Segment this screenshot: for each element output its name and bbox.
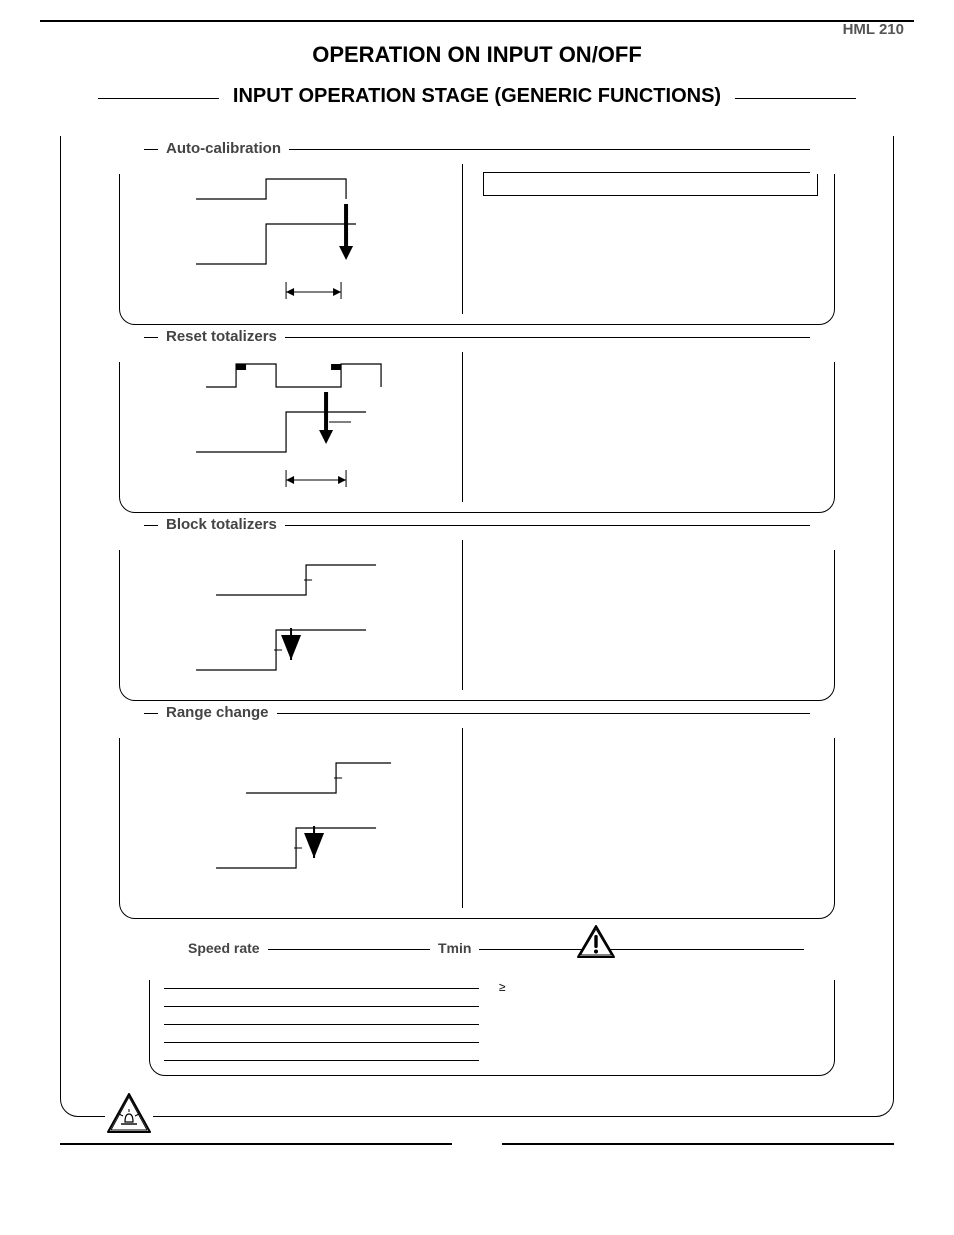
speed-frame: Speed rate Tmin ≥: [149, 949, 835, 1076]
timing-diagram: [130, 728, 463, 908]
warning-icon: [576, 924, 616, 960]
timing-diagram: [130, 164, 463, 314]
speed-label-left: Speed rate: [180, 940, 268, 956]
section-title: Auto-calibration: [158, 140, 289, 157]
footer-rules: [60, 1143, 894, 1145]
speed-note: ≥: [499, 970, 820, 1061]
speed-table: [164, 970, 479, 1061]
section-desc: [477, 728, 824, 908]
section-desc: [477, 164, 824, 314]
page-title: OPERATION ON INPUT ON/OFF: [40, 42, 914, 68]
page: HML 210 OPERATION ON INPUT ON/OFF INPUT …: [0, 0, 954, 1185]
timing-diagram: [130, 352, 463, 502]
section-range-change: Range change: [119, 713, 835, 919]
section-reset-totalizers: Reset totalizers: [119, 337, 835, 513]
section-auto-calibration: Auto-calibration: [119, 149, 835, 325]
section-block-totalizers: Block totalizers: [119, 525, 835, 701]
section-desc: [477, 540, 824, 690]
section-title: Block totalizers: [158, 516, 285, 533]
table-row: [164, 1006, 479, 1024]
section-title: Range change: [158, 704, 277, 721]
table-row: [164, 1024, 479, 1042]
gte-symbol: ≥: [499, 980, 506, 994]
main-frame: INPUT OPERATION STAGE (GENERIC FUNCTIONS…: [60, 98, 894, 1117]
header-rule: HML 210: [40, 20, 914, 22]
header-code: HML 210: [843, 21, 904, 38]
table-row: [164, 988, 479, 1006]
alarm-icon: [105, 1092, 153, 1136]
section-title: Reset totalizers: [158, 328, 285, 345]
desc-box: [483, 172, 818, 196]
speed-label-right: Tmin: [430, 940, 479, 956]
section-desc: [477, 352, 824, 502]
table-row: [164, 1042, 479, 1060]
table-row: [164, 970, 479, 988]
timing-diagram: [130, 540, 463, 690]
frame-title: INPUT OPERATION STAGE (GENERIC FUNCTIONS…: [219, 85, 735, 108]
